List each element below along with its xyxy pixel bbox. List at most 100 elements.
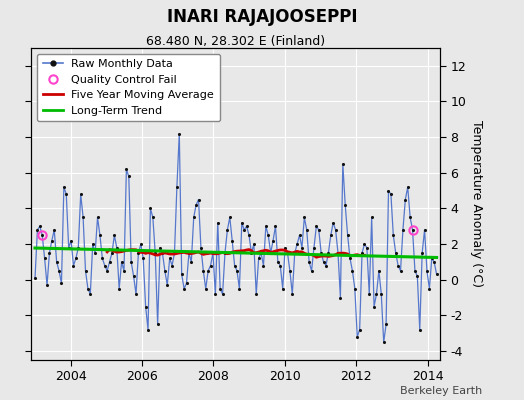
Point — [411, 268, 419, 274]
Point — [168, 262, 176, 269]
Point — [288, 291, 297, 297]
Point — [36, 223, 44, 230]
Point — [233, 268, 241, 274]
Point — [38, 232, 47, 238]
Point — [134, 250, 143, 256]
Point — [221, 250, 229, 256]
Point — [296, 232, 304, 238]
Point — [158, 250, 167, 256]
Point — [105, 259, 114, 265]
Point — [399, 227, 407, 233]
Point — [274, 259, 282, 265]
Y-axis label: Temperature Anomaly (°C): Temperature Anomaly (°C) — [470, 120, 483, 288]
Point — [375, 268, 383, 274]
Point — [216, 286, 224, 292]
Point — [108, 250, 116, 256]
Point — [363, 244, 371, 251]
Point — [391, 250, 400, 256]
Point — [33, 227, 41, 233]
Point — [255, 255, 263, 262]
Point — [322, 262, 330, 269]
Point — [125, 173, 133, 180]
Point — [334, 250, 342, 256]
Point — [231, 262, 239, 269]
Point — [93, 214, 102, 220]
Point — [269, 237, 277, 244]
Point — [194, 196, 203, 203]
Point — [89, 241, 97, 247]
Point — [300, 214, 309, 220]
Point — [308, 268, 316, 274]
Point — [50, 227, 59, 233]
Point — [69, 262, 78, 269]
Point — [416, 326, 424, 333]
Point — [96, 232, 104, 238]
Point — [406, 214, 414, 220]
Point — [264, 232, 272, 238]
Point — [365, 291, 374, 297]
Point — [389, 232, 398, 238]
Point — [302, 227, 311, 233]
Point — [261, 223, 270, 230]
Text: INARI RAJAJOOSEPPI: INARI RAJAJOOSEPPI — [167, 8, 357, 26]
Point — [137, 241, 145, 247]
Point — [403, 184, 412, 190]
Point — [358, 250, 366, 256]
Point — [396, 268, 405, 274]
Point — [55, 268, 63, 274]
Point — [223, 227, 232, 233]
Point — [408, 227, 417, 233]
Point — [219, 291, 227, 297]
Point — [353, 334, 362, 340]
Point — [120, 268, 128, 274]
Point — [146, 205, 155, 212]
Point — [384, 188, 392, 194]
Point — [31, 275, 39, 281]
Point — [326, 232, 335, 238]
Point — [243, 223, 251, 230]
Point — [156, 244, 164, 251]
Point — [401, 196, 410, 203]
Point — [379, 339, 388, 345]
Point — [235, 286, 244, 292]
Point — [314, 227, 323, 233]
Point — [40, 255, 49, 262]
Point — [190, 214, 198, 220]
Point — [161, 268, 169, 274]
Point — [428, 255, 436, 262]
Point — [276, 262, 285, 269]
Point — [182, 280, 191, 286]
Legend: Raw Monthly Data, Quality Control Fail, Five Year Moving Average, Long-Term Tren: Raw Monthly Data, Quality Control Fail, … — [37, 54, 220, 121]
Point — [209, 250, 217, 256]
Point — [339, 161, 347, 167]
Point — [175, 130, 183, 137]
Point — [166, 255, 174, 262]
Point — [144, 326, 152, 333]
Point — [382, 321, 390, 328]
Point — [57, 280, 66, 286]
Point — [305, 259, 313, 265]
Point — [74, 244, 82, 251]
Point — [117, 259, 126, 265]
Point — [283, 250, 292, 256]
Point — [317, 250, 325, 256]
Point — [154, 321, 162, 328]
Point — [257, 250, 265, 256]
Point — [79, 214, 88, 220]
Point — [394, 262, 402, 269]
Point — [132, 291, 140, 297]
Point — [387, 191, 395, 197]
Title: 68.480 N, 28.302 E (Finland): 68.480 N, 28.302 E (Finland) — [146, 35, 325, 48]
Point — [351, 286, 359, 292]
Point — [249, 241, 258, 247]
Point — [286, 268, 294, 274]
Point — [271, 223, 280, 230]
Point — [245, 232, 253, 238]
Point — [367, 214, 376, 220]
Point — [259, 262, 268, 269]
Point — [129, 273, 138, 280]
Point — [310, 244, 318, 251]
Point — [237, 220, 246, 226]
Point — [48, 237, 56, 244]
Point — [91, 250, 100, 256]
